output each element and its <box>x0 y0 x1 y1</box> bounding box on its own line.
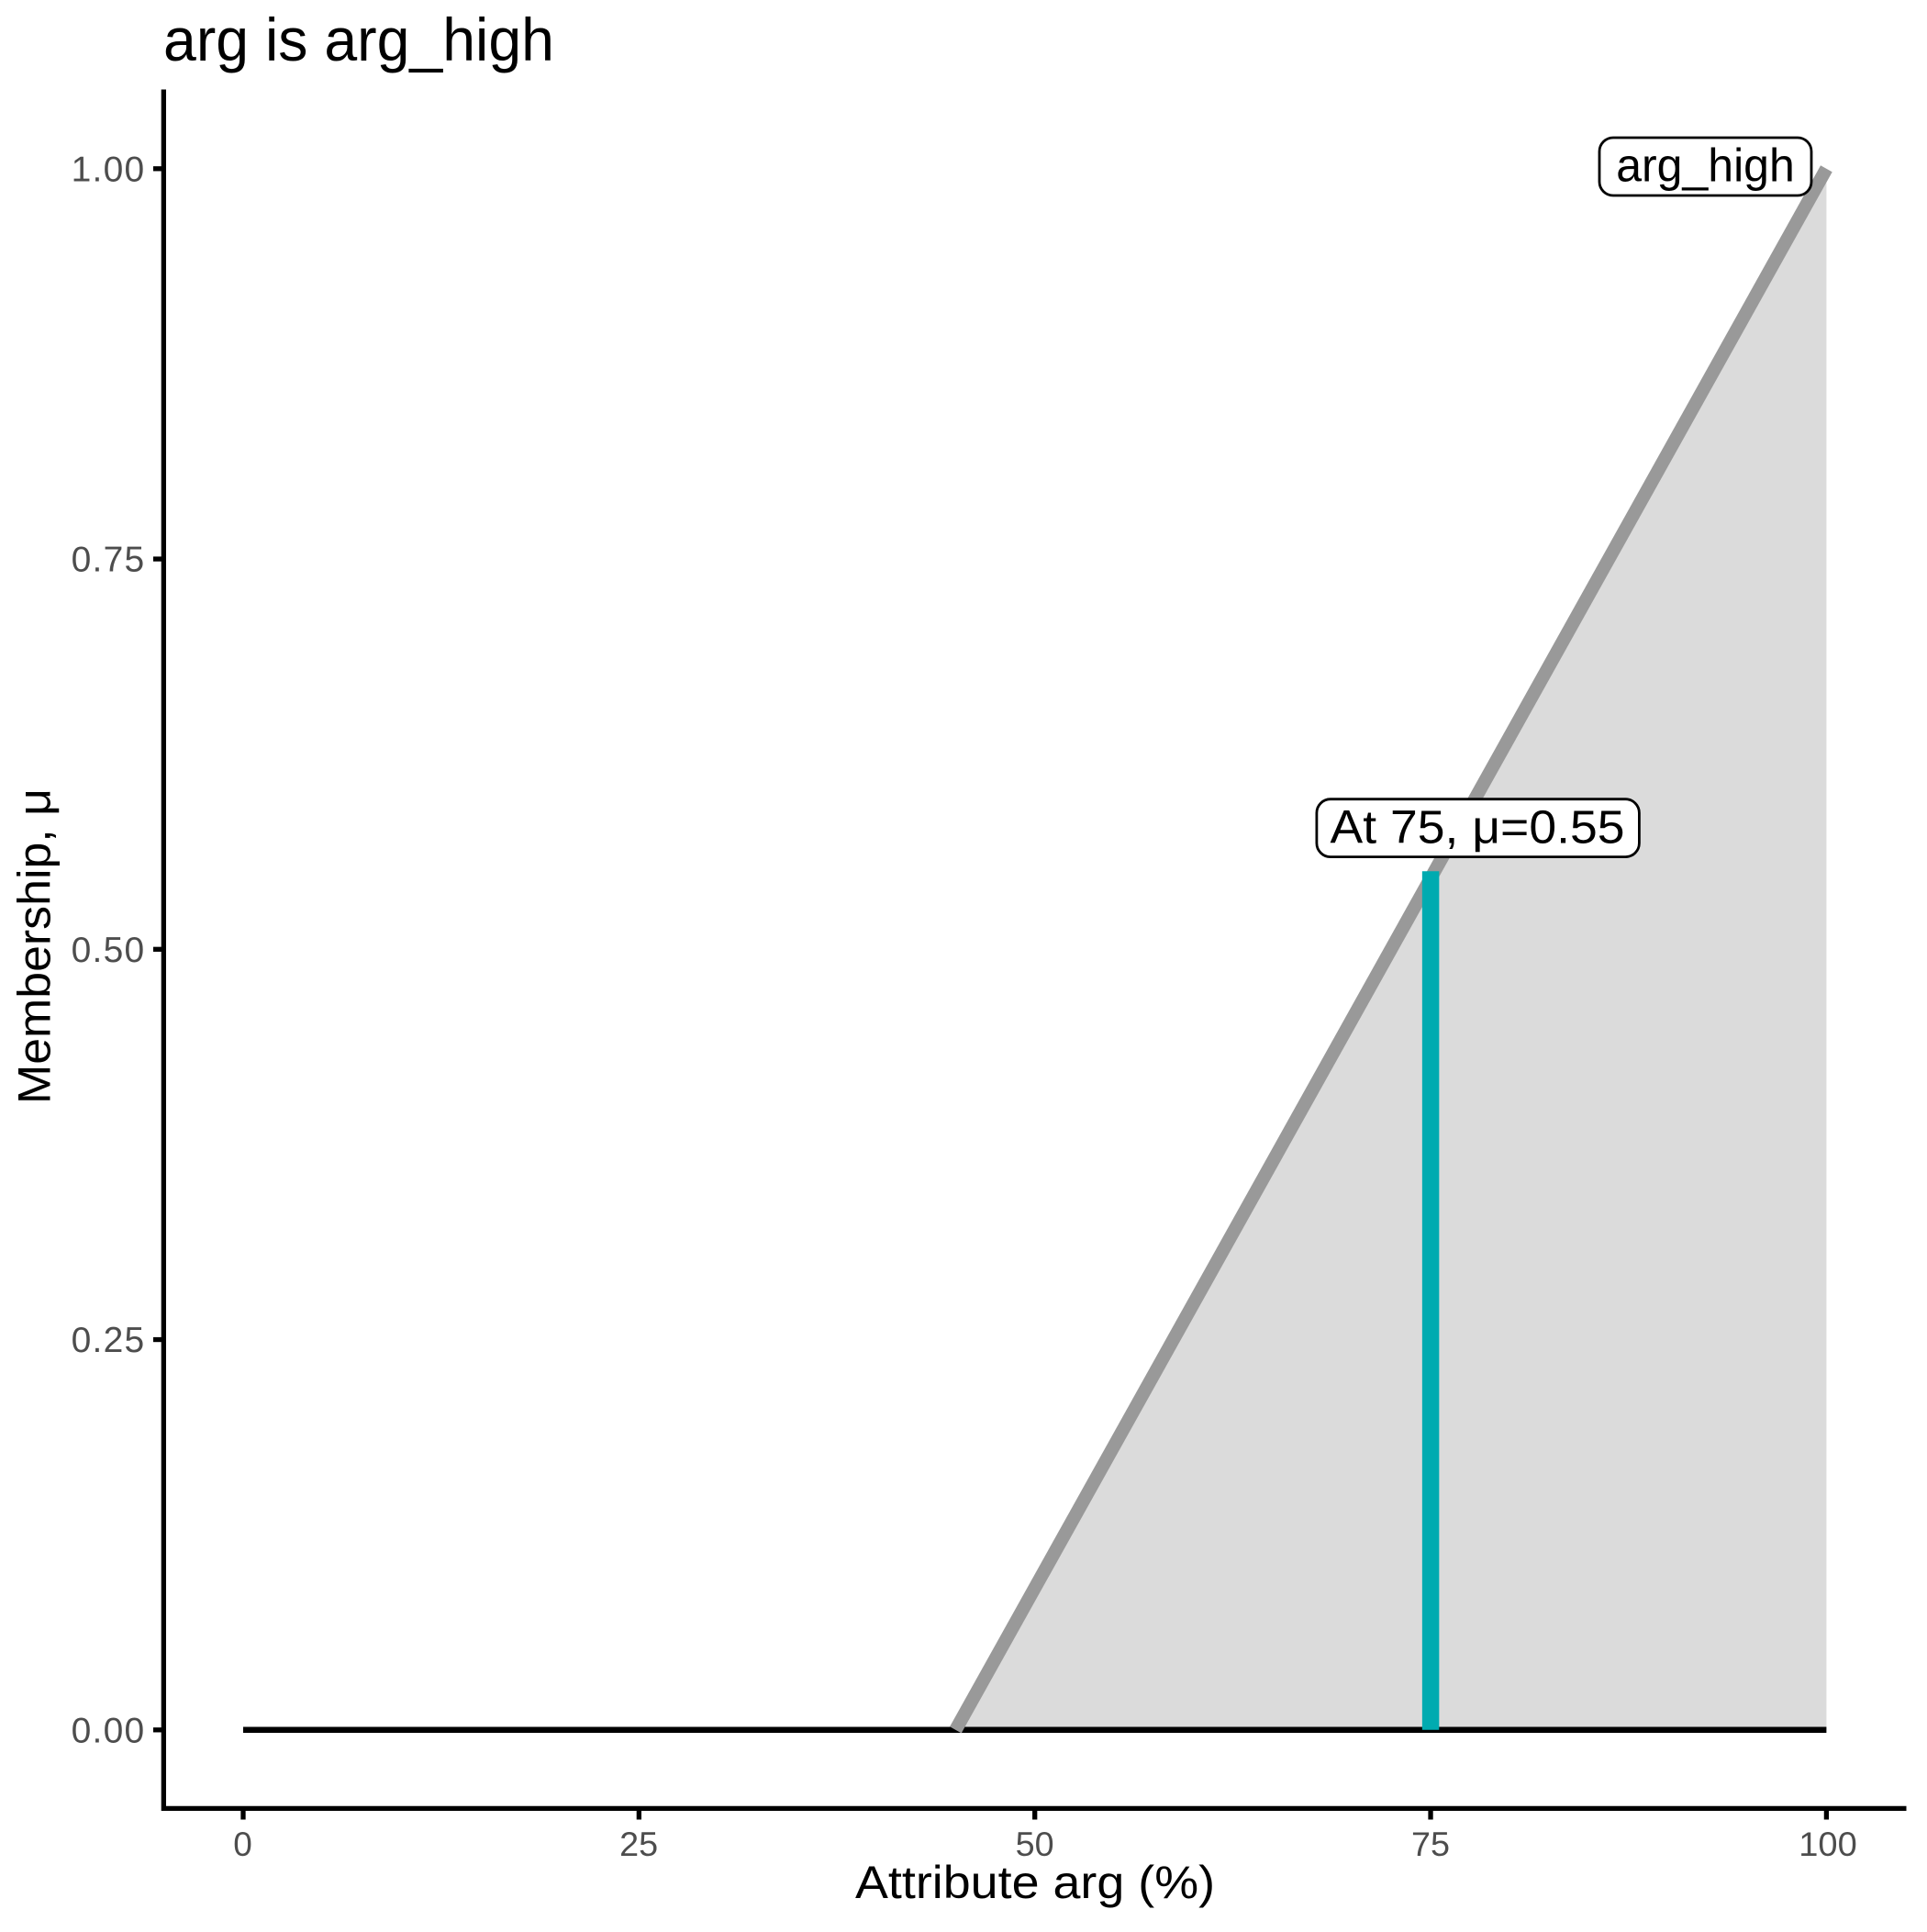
svg-text:75: 75 <box>1411 1826 1450 1863</box>
svg-text:Membership, μ: Membership, μ <box>8 788 61 1104</box>
svg-text:0.50: 0.50 <box>72 931 146 970</box>
svg-text:0: 0 <box>233 1826 252 1863</box>
svg-text:arg_high: arg_high <box>1616 139 1795 191</box>
svg-text:0.75: 0.75 <box>72 541 146 580</box>
svg-text:arg is arg_high: arg is arg_high <box>163 6 554 73</box>
svg-text:0.25: 0.25 <box>72 1321 146 1360</box>
svg-text:At 75, μ=0.55: At 75, μ=0.55 <box>1331 801 1625 854</box>
svg-text:50: 50 <box>1016 1826 1054 1863</box>
svg-text:0.00: 0.00 <box>72 1711 146 1750</box>
svg-text:Attribute arg (%): Attribute arg (%) <box>855 1856 1215 1908</box>
svg-text:25: 25 <box>619 1826 658 1863</box>
svg-text:100: 100 <box>1799 1826 1857 1863</box>
svg-text:1.00: 1.00 <box>72 150 146 189</box>
